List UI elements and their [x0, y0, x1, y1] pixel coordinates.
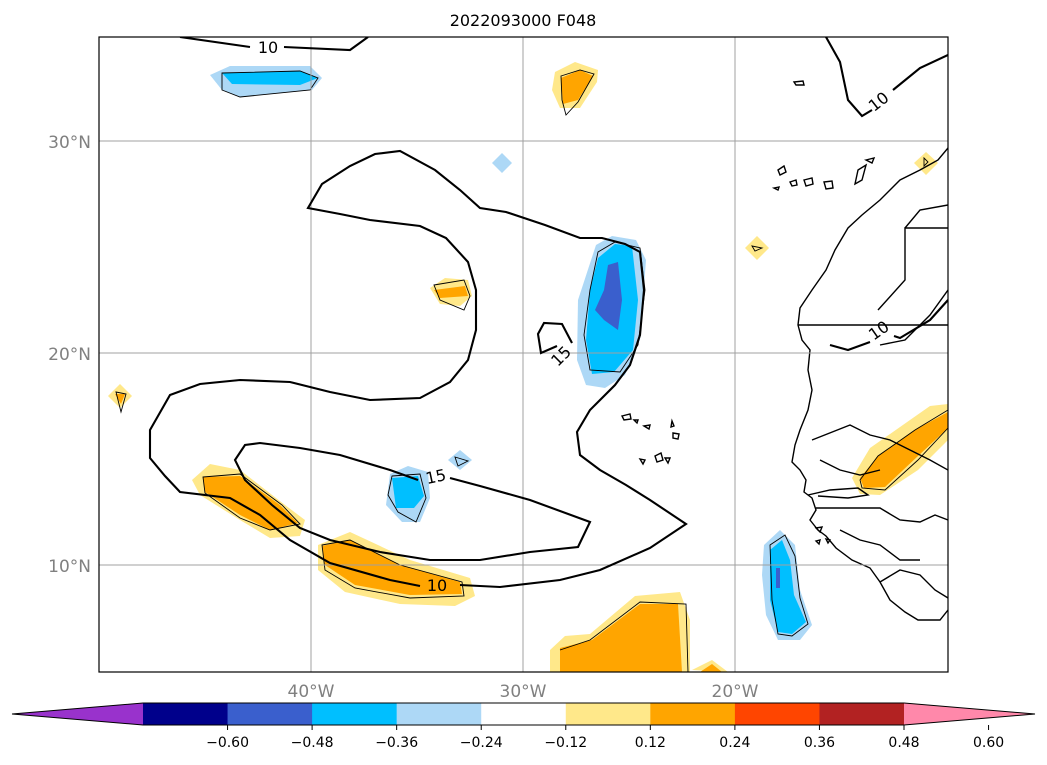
colorbar-segment: [565, 703, 651, 725]
cape-verde-islands: [638, 458, 647, 466]
lat-label-10n: 10°N: [48, 557, 91, 577]
anomaly-positive-shade: [860, 412, 948, 488]
colorbar-tick-label: 0.48: [888, 735, 919, 751]
country-border: [807, 487, 870, 499]
anomaly-outline-layer: [115, 69, 948, 672]
shading-layer: [108, 62, 948, 672]
colorbar-segment: [819, 703, 905, 725]
colorbar-segment: [396, 703, 482, 725]
cape-verde-islands: [642, 424, 651, 431]
contour-10: [825, 37, 873, 118]
colorbar: −0.60 −0.48 −0.36 −0.24 −0.12 0.12 0.24 0.36 0.4…: [11, 702, 1036, 751]
country-border: [879, 569, 948, 599]
canary-islands: [853, 163, 868, 186]
anomaly-positive-shade: [561, 70, 593, 104]
colorbar-tick-label: −0.60: [206, 735, 249, 751]
anomaly-positive-shade: [560, 604, 682, 672]
contour-label: 15: [424, 465, 448, 488]
canary-islands: [863, 156, 876, 164]
country-border: [877, 227, 948, 311]
colorbar-extend-high: [904, 703, 1035, 725]
cape-verde-islands: [632, 419, 639, 425]
country-border: [904, 204, 948, 229]
colorbar-tick-label: −0.48: [291, 735, 334, 751]
colorbar-tick-label: 0.36: [804, 735, 835, 751]
anomaly-negative-shade: [595, 262, 622, 330]
cape-verde-islands: [654, 451, 664, 463]
colorbar-outline: [11, 702, 1036, 726]
colorbar-tick-label: −0.12: [544, 735, 587, 751]
madeira-island: [792, 80, 805, 86]
map-frame: [98, 36, 949, 673]
gridlines: [99, 37, 948, 672]
map-area: 10 10 10 10 15 15: [99, 37, 948, 672]
bijagos-islands: [814, 526, 824, 534]
colorbar-extend-low: [12, 703, 143, 725]
colorbar-segment: [227, 703, 313, 725]
anomaly-positive-shade: [203, 476, 298, 530]
colorbar-tick-label: −0.36: [375, 735, 418, 751]
africa-coastline: [791, 147, 948, 621]
canary-islands: [777, 164, 787, 176]
colorbar-segment: [312, 703, 398, 725]
contour-10: [829, 341, 871, 352]
bijagos-islands: [814, 539, 821, 546]
anomaly-negative-shade: [492, 153, 512, 173]
country-border: [819, 459, 881, 476]
anomaly-negative-shade: [222, 71, 318, 85]
contour-15: [536, 321, 573, 355]
lon-label-20w: 20°W: [712, 682, 759, 702]
colorbar-segment: [734, 703, 820, 725]
contour-10: [892, 54, 948, 91]
country-border: [816, 507, 948, 523]
cape-verde-islands: [620, 413, 632, 421]
canary-islands: [789, 179, 798, 187]
contour-15: [233, 441, 592, 562]
canary-islands: [803, 177, 814, 187]
contour-layer: [148, 37, 948, 589]
colorbar-tick-label: 0.24: [719, 735, 750, 751]
contour-label: 10: [427, 576, 447, 595]
colorbar-tick-label: 0.60: [973, 735, 1004, 751]
colorbar-segment: [481, 703, 567, 725]
anomaly-negative-shade: [448, 450, 472, 470]
lon-label-40w: 40°W: [288, 682, 335, 702]
anomaly-positive-shade: [434, 286, 468, 298]
country-border: [839, 529, 920, 561]
colorbar-tick-label: 0.12: [635, 735, 666, 751]
anomaly-negative-shade: [770, 540, 806, 634]
contour-10: [893, 299, 948, 340]
lat-label-20n: 20°N: [48, 345, 91, 365]
contour-10: [283, 37, 369, 52]
colorbar-segment: [143, 703, 229, 725]
contour-10: [148, 149, 688, 589]
lon-label-30w: 30°W: [500, 682, 547, 702]
cape-verde-islands: [663, 457, 672, 465]
lat-label-30n: 30°N: [48, 133, 91, 153]
colorbar-segment: [650, 703, 736, 725]
country-border: [811, 424, 948, 471]
anomaly-negative-shade: [776, 568, 780, 588]
contour-10: [179, 37, 251, 49]
cape-verde-islands: [672, 432, 680, 440]
canary-islands: [823, 180, 834, 190]
cape-verde-islands: [670, 418, 675, 429]
anomaly-positive-shade: [745, 236, 769, 260]
figure-title: 2022093000 F048: [450, 11, 597, 30]
anomaly-negative-shade: [392, 476, 424, 508]
anomaly-positive-shade: [322, 540, 462, 595]
bijagos-islands: [824, 537, 832, 545]
contour-label: 10: [258, 38, 278, 57]
canary-islands: [771, 186, 781, 191]
anomaly-positive-shade: [700, 664, 722, 672]
colorbar-tick-label: −0.24: [460, 735, 503, 751]
